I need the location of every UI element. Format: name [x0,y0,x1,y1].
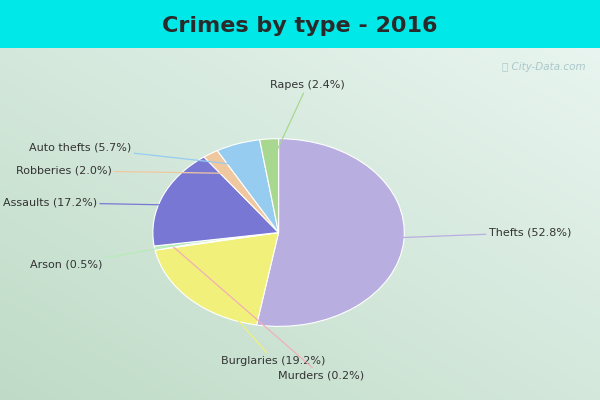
Text: Robberies (2.0%): Robberies (2.0%) [16,166,227,176]
Text: ⓘ City-Data.com: ⓘ City-Data.com [502,62,586,72]
Text: Auto thefts (5.7%): Auto thefts (5.7%) [29,142,248,166]
Wedge shape [217,140,278,232]
Text: Assaults (17.2%): Assaults (17.2%) [3,198,191,208]
Text: Murders (0.2%): Murders (0.2%) [173,247,364,380]
Text: Burglaries (19.2%): Burglaries (19.2%) [208,286,326,366]
Wedge shape [154,232,278,249]
Wedge shape [153,157,278,246]
Wedge shape [260,139,278,232]
Text: Rapes (2.4%): Rapes (2.4%) [270,80,344,162]
Text: Arson (0.5%): Arson (0.5%) [31,244,185,270]
Wedge shape [155,232,278,325]
Text: Thefts (52.8%): Thefts (52.8%) [373,228,571,239]
Wedge shape [155,232,278,250]
Text: Crimes by type - 2016: Crimes by type - 2016 [162,16,438,36]
Wedge shape [257,139,404,326]
Wedge shape [204,150,278,232]
